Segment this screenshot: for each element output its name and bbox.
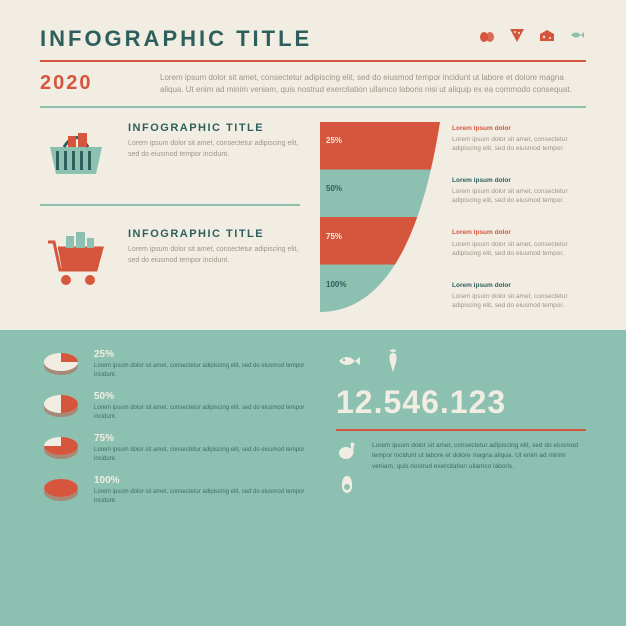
block-basket: INFOGRAPHIC TITLE Lorem ipsum dolor sit … [40, 122, 300, 182]
funnel-label: 75% [320, 232, 342, 241]
block-text: INFOGRAPHIC TITLE Lorem ipsum dolor sit … [128, 122, 300, 160]
pie-icon [40, 474, 82, 506]
icon-blocks: INFOGRAPHIC TITLE Lorem ipsum dolor sit … [40, 122, 300, 312]
header-icon-row [478, 26, 586, 44]
block-text: INFOGRAPHIC TITLE Lorem ipsum dolor sit … [128, 228, 300, 266]
avocado-icon [336, 473, 358, 495]
pie-text: 25% Lorem ipsum dolor sit amet, consectet… [94, 349, 310, 380]
pie-text: 100% Lorem ipsum dolor sit amet, consecte… [94, 475, 310, 506]
pie-pct: 25% [94, 349, 310, 360]
pie-text: 50% Lorem ipsum dolor sit amet, consectet… [94, 391, 310, 422]
infographic-page: INFOGRAPHIC TITLE 2020 Lorem ipsum dolor… [0, 0, 626, 626]
fish-icon [568, 26, 586, 44]
eggs-icon [478, 26, 496, 44]
pie-body: Lorem ipsum dolor sit amet, consectetur … [94, 362, 310, 380]
basket-icon [40, 122, 112, 182]
divider-mini [40, 204, 300, 206]
pie-row: 50% Lorem ipsum dolor sit amet, consectet… [40, 390, 310, 422]
meat-icon [336, 441, 358, 463]
pie-list: 25% Lorem ipsum dolor sit amet, consectet… [40, 348, 310, 602]
funnel-item-title: Lorem ipsum dolor [452, 228, 586, 237]
pizza-icon [508, 26, 526, 44]
funnel-item: Lorem ipsum dolor Lorem ipsum dolor sit a… [452, 228, 586, 257]
year-label: 2020 [40, 72, 130, 96]
bottom-panel: 25% Lorem ipsum dolor sit amet, consectet… [0, 330, 626, 626]
block-cart: INFOGRAPHIC TITLE Lorem ipsum dolor sit … [40, 228, 300, 288]
page-title: INFOGRAPHIC TITLE [40, 26, 312, 52]
funnel-text-list: Lorem ipsum dolor Lorem ipsum dolor sit a… [452, 122, 586, 312]
pie-pct: 75% [94, 433, 310, 444]
funnel-label: 25% [320, 136, 342, 145]
pie-pct: 100% [94, 475, 310, 486]
food-icon-row [336, 348, 586, 374]
funnel-item-body: Lorem ipsum dolor sit amet, consectetur … [452, 240, 586, 258]
pie-body: Lorem ipsum dolor sit amet, consectetur … [94, 446, 310, 464]
cart-icon [40, 228, 112, 288]
big-number-section: 12.546.123 Lorem ipsum dolor sit amet, c… [336, 348, 586, 602]
cheese-icon [538, 26, 556, 44]
carrot-icon [380, 348, 406, 374]
block-body: Lorem ipsum dolor sit amet, consectetur … [128, 245, 300, 266]
pie-icon [40, 348, 82, 380]
content-row: INFOGRAPHIC TITLE Lorem ipsum dolor sit … [0, 108, 626, 330]
funnel-chart: 25% 50% 75% 100% Lorem ipsum dolorLorem … [320, 122, 586, 312]
block-title: INFOGRAPHIC TITLE [128, 122, 300, 134]
pie-icon [40, 432, 82, 464]
funnel-item-body: Lorem ipsum dolor sit amet, consectetur … [452, 135, 586, 153]
funnel-label: 50% [320, 184, 342, 193]
side-food-icons [336, 441, 358, 495]
fish-icon [336, 348, 362, 374]
funnel-item-title: Lorem ipsum dolor [452, 176, 586, 185]
pie-icon [40, 390, 82, 422]
pie-text: 75% Lorem ipsum dolor sit amet, consectet… [94, 433, 310, 464]
funnel-item-title: Lorem ipsum dolor [452, 124, 586, 133]
divider-red-bottom [336, 429, 586, 431]
funnel-item: Lorem ipsum dolor Lorem ipsum dolor sit a… [452, 281, 586, 310]
big-text: Lorem ipsum dolor sit amet, consectetur … [372, 441, 586, 495]
big-number: 12.546.123 [336, 384, 586, 421]
funnel-item-title: Lorem ipsum dolor [452, 281, 586, 290]
block-body: Lorem ipsum dolor sit amet, consectetur … [128, 139, 300, 160]
funnel-item: Lorem ipsum dolor Lorem ipsum dolor sit a… [452, 124, 586, 153]
pie-body: Lorem ipsum dolor sit amet, consectetur … [94, 488, 310, 506]
header: INFOGRAPHIC TITLE [0, 0, 626, 60]
funnel-item-body: Lorem ipsum dolor sit amet, consectetur … [452, 292, 586, 310]
funnel-shape: 25% 50% 75% 100% [320, 122, 440, 312]
intro-text: Lorem ipsum dolor sit amet, consectetur … [160, 72, 586, 96]
pie-pct: 50% [94, 391, 310, 402]
year-intro-row: 2020 Lorem ipsum dolor sit amet, consect… [0, 62, 626, 106]
pie-row: 75% Lorem ipsum dolor sit amet, consectet… [40, 432, 310, 464]
pie-body: Lorem ipsum dolor sit amet, consectetur … [94, 404, 310, 422]
pie-row: 100% Lorem ipsum dolor sit amet, consecte… [40, 474, 310, 506]
funnel-label: 100% [320, 280, 346, 289]
pie-row: 25% Lorem ipsum dolor sit amet, consectet… [40, 348, 310, 380]
big-text-row: Lorem ipsum dolor sit amet, consectetur … [336, 441, 586, 495]
funnel-item-body: Lorem ipsum dolor sit amet, consectetur … [452, 187, 586, 205]
block-title: INFOGRAPHIC TITLE [128, 228, 300, 240]
funnel-item: Lorem ipsum dolor Lorem ipsum dolor sit a… [452, 176, 586, 205]
